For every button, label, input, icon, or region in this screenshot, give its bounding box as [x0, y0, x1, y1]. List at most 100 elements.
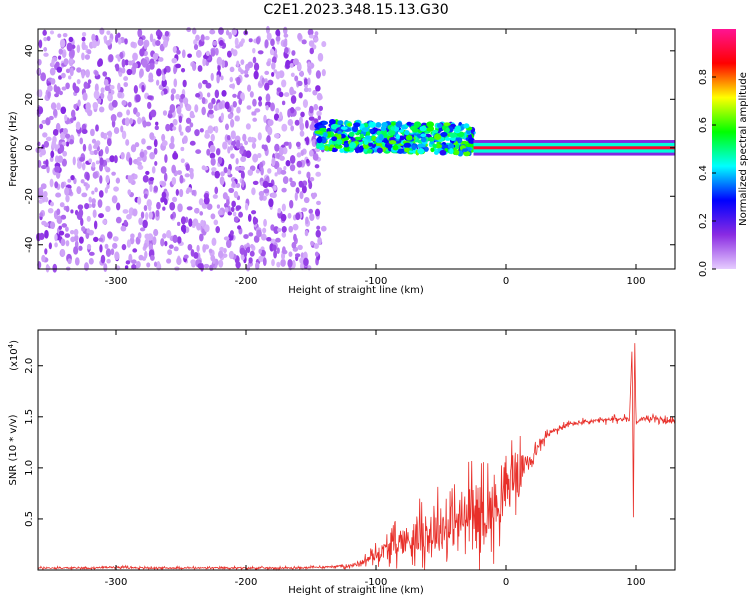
spectrogram-cell [128, 117, 134, 125]
spectrogram-cell [420, 137, 427, 143]
spectrogram-cell [81, 36, 86, 42]
spectrogram-cell [176, 257, 182, 266]
spectrogram-cell [405, 134, 413, 141]
spectrogram-cell [124, 117, 130, 127]
spectrogram-cell [296, 152, 302, 158]
spectrogram-cell [153, 261, 158, 267]
spectrogram-cell [299, 130, 305, 137]
spectrogram-cell [58, 90, 63, 96]
spectrogram-cell [102, 71, 108, 77]
spectrogram-cell [252, 98, 257, 107]
spectrogram-cell [248, 38, 253, 43]
spectrogram-cell [143, 205, 148, 212]
spectrogram-cell [149, 33, 154, 43]
spectrogram-cell [320, 225, 327, 232]
spectrogram-cell [264, 39, 269, 49]
spectrogram-cell [56, 66, 63, 73]
spectrogram-cell [193, 43, 199, 51]
spectrogram-cell [289, 107, 295, 114]
spectrogram-cell [98, 106, 105, 113]
spectrogram-cell [122, 209, 129, 214]
spectrogram-cell [283, 33, 289, 38]
spectrogram-cell [58, 230, 65, 236]
spectrogram-cell [218, 39, 224, 47]
spectrogram-cell [252, 56, 257, 64]
spectrogram-cell [293, 233, 297, 242]
spectrogram-cell [238, 211, 243, 218]
spectrogram-cell [454, 125, 461, 132]
spectrogram-cell [161, 140, 168, 147]
spectrogram-cell [218, 27, 224, 35]
spectrogram-cell [189, 114, 196, 119]
spectrogram-cell [251, 111, 256, 116]
spectrogram-cell [147, 95, 153, 100]
spectrogram-cell [93, 220, 98, 230]
spectrogram-cell [187, 243, 193, 251]
spectrogram-cell [275, 35, 281, 42]
spectrogram-cell [297, 244, 303, 251]
spectrogram-cell [149, 132, 155, 140]
spectrogram-cell [145, 211, 149, 221]
spectrogram-cell [93, 236, 99, 243]
spectrogram-cell [258, 255, 265, 262]
spectrogram-cell [229, 83, 235, 89]
spectrogram-cell [432, 143, 437, 149]
spectrogram-cell [175, 63, 182, 69]
snr-frame [37, 329, 676, 571]
spectrogram-cell [463, 123, 470, 129]
spectrogram-cell [253, 62, 260, 71]
spectrogram-cell [40, 183, 47, 190]
spectrogram-cell [182, 225, 187, 235]
spectrogram-cell [307, 65, 312, 74]
spectrogram-cell [164, 240, 168, 247]
spectrogram-cell [50, 221, 56, 230]
spectrogram-cell [58, 48, 64, 55]
spectrogram-cell [57, 155, 64, 163]
spectrogram-cell [104, 187, 108, 194]
spectrogram-cell [233, 190, 239, 199]
spectrogram-cell [240, 69, 245, 75]
spectrogram-cell [110, 89, 115, 95]
spectrogram-cell [247, 169, 254, 176]
spectrogram-cell [267, 182, 274, 188]
spectrogram-cell [315, 85, 321, 92]
spectrogram-cell [103, 263, 108, 273]
spectrogram-cell [252, 47, 256, 54]
spectrogram-cell [200, 34, 205, 42]
spectrogram-cell [217, 63, 221, 72]
spectrogram-cell [237, 225, 242, 230]
spectrogram-cell [46, 165, 50, 174]
spectrogram-cell [230, 153, 235, 159]
spectrogram-cell [64, 114, 68, 122]
spectrogram-cell [207, 125, 214, 134]
spectrogram-cell [94, 142, 99, 149]
spectrogram-cell [226, 135, 231, 141]
spectrogram-cell [86, 215, 91, 222]
spectrogram-cell [61, 72, 66, 79]
spectrogram-cell [258, 248, 262, 254]
spectrogram-cell [295, 106, 301, 111]
spectrogram-cell [76, 186, 82, 195]
spectrogram-cell [60, 238, 66, 247]
spectrogram-cell [79, 137, 84, 145]
spectrogram-cell [67, 258, 72, 265]
spectrogram-cell [50, 150, 55, 159]
spectrogram-cell [70, 209, 74, 214]
spectrogram-cell [127, 101, 132, 108]
spectrogram-cell [449, 148, 454, 155]
spectrogram-cell [132, 52, 138, 61]
spectrogram-cell [99, 175, 103, 184]
spectrogram-cell [120, 225, 127, 232]
spectrogram-cell [275, 237, 281, 243]
spectrogram-cell [178, 124, 182, 133]
spectrogram-cell [88, 143, 92, 152]
spectrogram-cell [81, 31, 87, 37]
spectrogram-cell [274, 172, 278, 177]
spectrogram-cell [109, 155, 115, 163]
spectrogram-cell [225, 29, 230, 36]
spectrogram-cell [123, 219, 128, 226]
spectrogram-cell [289, 154, 296, 164]
spectrogram-cell [240, 38, 245, 44]
spectrogram-cell [343, 142, 350, 148]
spectrogram-cell [316, 136, 323, 144]
